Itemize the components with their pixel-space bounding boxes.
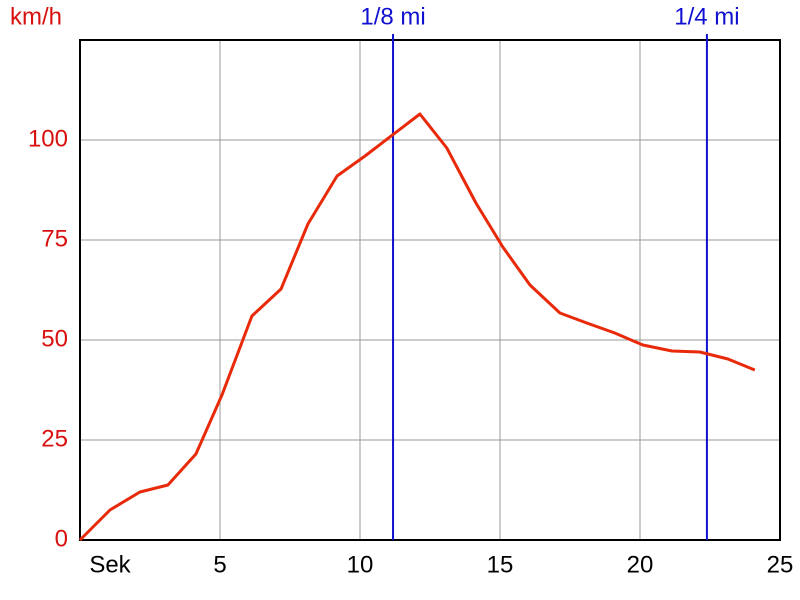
- plot-border: [79, 39, 781, 541]
- y-axis-label: km/h: [10, 3, 62, 30]
- speed-line: [78, 112, 756, 542]
- y-tick-label: 0: [55, 525, 68, 552]
- y-tick-label: 100: [28, 125, 68, 152]
- x-tick-label: 5: [213, 551, 226, 578]
- y-tick-label: 50: [41, 325, 68, 352]
- distance-marker-label: 1/8 mi: [360, 3, 425, 30]
- x-tick-label: 20: [627, 551, 654, 578]
- y-tick-label: 75: [41, 225, 68, 252]
- x-tick-label: 15: [487, 551, 514, 578]
- x-tick-label: Sek: [89, 551, 131, 578]
- x-tick-label: 10: [347, 551, 374, 578]
- y-tick-label: 25: [41, 425, 68, 452]
- x-tick-label: 25: [767, 551, 794, 578]
- distance-marker-label: 1/4 mi: [674, 3, 739, 30]
